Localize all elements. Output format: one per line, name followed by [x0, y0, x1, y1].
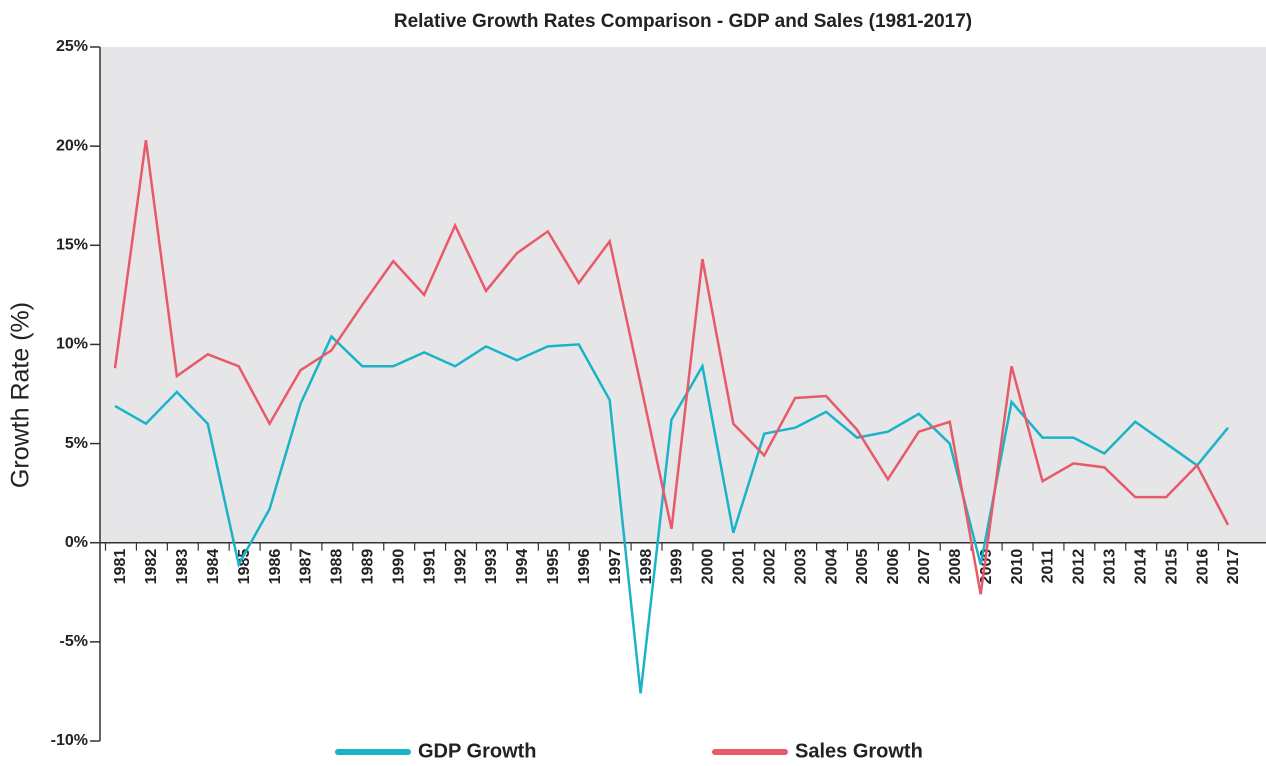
x-tick-label: 2001: [731, 549, 748, 585]
x-tick-label: 2011: [1040, 549, 1057, 584]
x-tick-label: 1989: [360, 549, 377, 585]
x-tick-label: 1994: [514, 549, 531, 585]
x-tick-label: 1991: [421, 549, 438, 585]
x-tick-label: 2004: [823, 549, 840, 585]
x-tick-label: 2000: [700, 549, 717, 585]
x-tick-label: 2005: [854, 549, 871, 585]
x-tick-label: 1984: [205, 549, 222, 585]
y-axis-label: Growth Rate (%): [7, 302, 35, 488]
y-tick-label: -5%: [60, 633, 88, 650]
x-tick-label: 1996: [576, 549, 593, 585]
x-tick-label: 2002: [761, 549, 778, 585]
x-tick-label: 1985: [236, 549, 253, 585]
x-tick-label: 1993: [483, 549, 500, 585]
y-tick-label: 15%: [56, 237, 88, 254]
x-tick-label: 1981: [112, 549, 129, 585]
x-tick-label: 1987: [298, 549, 315, 585]
y-tick-label: -10%: [51, 732, 88, 749]
x-tick-label: 2003: [792, 549, 809, 585]
y-tick-label: 25%: [56, 38, 88, 55]
x-tick-label: 1999: [669, 549, 686, 585]
x-tick-label: 1992: [452, 549, 469, 585]
legend-label: Sales Growth: [795, 740, 923, 762]
chart-title: Relative Growth Rates Comparison - GDP a…: [394, 11, 972, 32]
x-tick-label: 2017: [1225, 549, 1242, 585]
x-tick-label: 1998: [638, 549, 655, 585]
x-tick-label: 1983: [174, 549, 191, 585]
y-tick-label: 5%: [65, 435, 88, 452]
x-tick-label: 2015: [1163, 549, 1180, 585]
x-tick-label: 1995: [545, 549, 562, 585]
x-tick-label: 2008: [947, 549, 964, 585]
x-tick-label: 2012: [1071, 549, 1088, 585]
x-tick-label: 1986: [267, 549, 284, 585]
x-tick-label: 1982: [143, 549, 160, 585]
x-tick-label: 2007: [916, 549, 933, 585]
series-line: [113, 140, 1230, 595]
x-tick-label: 2010: [1009, 549, 1026, 585]
x-tick-label: 2013: [1102, 549, 1119, 585]
x-tick-label: 2006: [885, 549, 902, 585]
x-tick-label: 1990: [390, 549, 407, 585]
x-tick-label: 2016: [1194, 549, 1211, 585]
x-tick-label: 1988: [329, 549, 346, 585]
y-tick-label: 10%: [56, 336, 88, 353]
series-line: [114, 334, 1229, 694]
x-tick-label: 1997: [607, 549, 624, 585]
plot-background: [100, 47, 1266, 543]
y-tick-label: 20%: [56, 137, 88, 154]
legend-label: GDP Growth: [418, 740, 537, 762]
x-tick-label: 2014: [1132, 549, 1149, 585]
y-tick-label: 0%: [65, 534, 88, 551]
